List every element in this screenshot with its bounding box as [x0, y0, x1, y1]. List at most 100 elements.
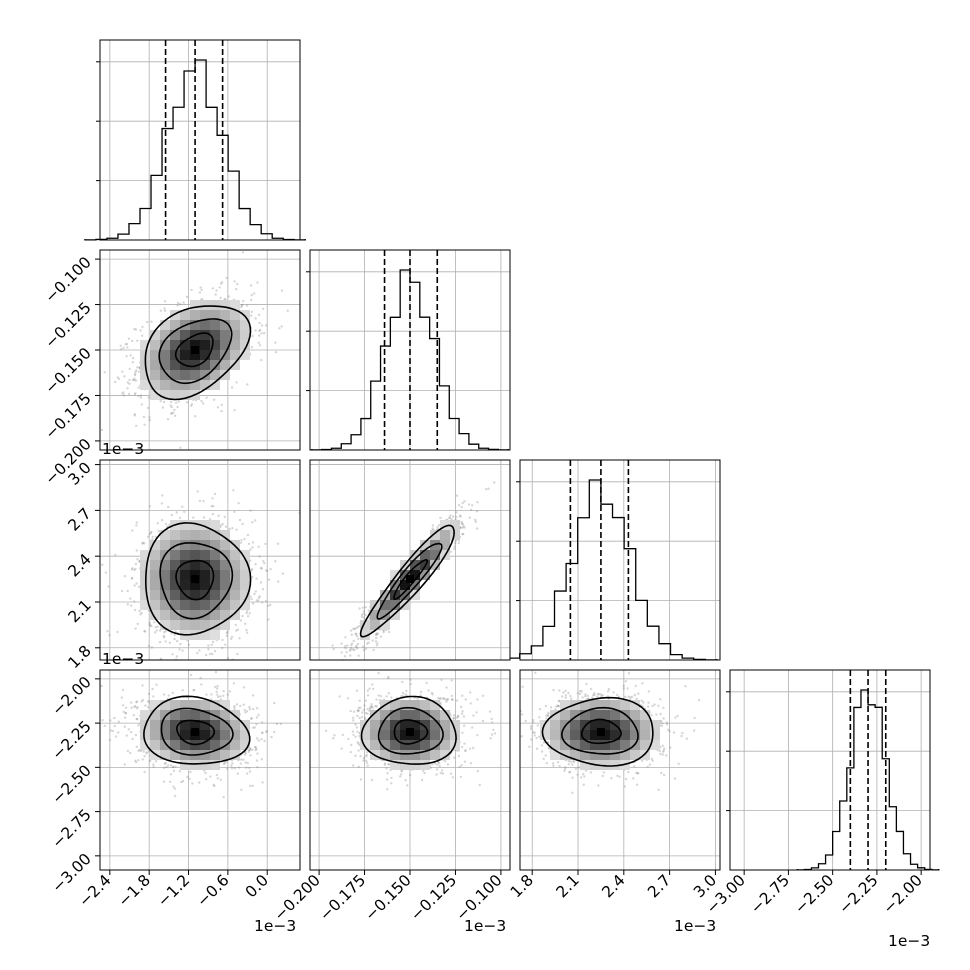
- scatter-point: [452, 717, 455, 720]
- scatter-point: [366, 708, 369, 711]
- scatter-point: [139, 329, 142, 332]
- density-cell: [240, 560, 250, 570]
- scatter-point: [226, 630, 229, 633]
- scatter-point: [535, 736, 538, 740]
- density-cell: [200, 600, 210, 610]
- scatter-point: [332, 737, 335, 740]
- scatter-point: [464, 749, 467, 752]
- density-cell: [200, 630, 210, 640]
- scatter-point: [221, 638, 224, 642]
- density-cell: [630, 750, 640, 760]
- scatter-point: [201, 298, 204, 301]
- scatter-point: [661, 722, 664, 725]
- scatter-point: [357, 709, 360, 712]
- density-cell: [200, 700, 210, 710]
- scatter-point: [139, 394, 143, 397]
- scatter-point: [130, 568, 133, 571]
- scatter-point: [267, 618, 270, 621]
- scatter-point: [386, 788, 389, 791]
- scatter-point: [584, 695, 587, 698]
- density-cell: [240, 730, 250, 740]
- density-cell: [150, 750, 160, 760]
- scatter-point: [446, 763, 450, 766]
- scatter-point: [190, 403, 194, 406]
- density-cell: [240, 580, 250, 590]
- scatter-point: [207, 644, 210, 647]
- scatter-point: [216, 777, 219, 780]
- scatter-point: [171, 766, 175, 769]
- scatter-point: [375, 636, 378, 640]
- scatter-point: [464, 698, 467, 701]
- scatter-point: [259, 566, 263, 570]
- scatter-point: [223, 761, 226, 764]
- scatter-point: [200, 399, 203, 403]
- density-cell: [170, 550, 180, 560]
- scatter-point: [390, 782, 393, 785]
- scatter-point: [134, 562, 138, 566]
- scatter-point: [516, 730, 518, 732]
- scatter-point: [232, 682, 236, 685]
- scatter-point: [659, 752, 662, 756]
- scatter-point: [564, 689, 567, 692]
- density-cell: [210, 310, 220, 320]
- scatter-point: [240, 304, 244, 307]
- scatter-point: [281, 572, 284, 575]
- scatter-point: [258, 321, 261, 325]
- density-cell: [190, 560, 200, 570]
- density-cell: [190, 630, 200, 640]
- scatter-point: [133, 373, 137, 377]
- scatter-point: [368, 687, 371, 690]
- density-cell: [370, 740, 380, 750]
- scatter-point: [159, 399, 162, 403]
- scatter-point: [155, 629, 158, 632]
- contours: [143, 695, 251, 765]
- scatter-point: [172, 411, 175, 414]
- scatter-point: [240, 539, 243, 542]
- scatter-point: [462, 525, 465, 528]
- density-cell: [610, 710, 620, 720]
- scatter-point: [171, 653, 174, 656]
- scatter-point: [469, 691, 472, 694]
- scatter-point: [257, 739, 260, 742]
- density-cell: [240, 590, 250, 600]
- scatter-point: [554, 705, 558, 708]
- scatter-point: [252, 707, 255, 711]
- scatter-point: [154, 760, 158, 763]
- scatter-point: [141, 758, 144, 761]
- density-cell: [220, 320, 230, 330]
- scatter-point: [372, 648, 375, 652]
- density-cell: [550, 750, 560, 760]
- scatter-point: [200, 683, 203, 686]
- scatter-point: [363, 704, 366, 707]
- scatter-point: [365, 761, 369, 764]
- scatter-point: [234, 623, 237, 627]
- scatter-point: [198, 291, 202, 294]
- scatter-point: [385, 695, 388, 698]
- density-cell: [380, 590, 390, 600]
- x-tick-label: −2.25: [835, 871, 881, 917]
- scatter-point: [141, 684, 144, 687]
- scatter-point: [455, 494, 459, 497]
- contour-2: [143, 695, 251, 765]
- scatter-point: [435, 773, 438, 776]
- scatter-point: [357, 706, 360, 709]
- scatter-point: [584, 769, 588, 772]
- scatter-point: [172, 785, 175, 788]
- scatter-point: [169, 764, 173, 767]
- scatter-point: [374, 705, 377, 708]
- scatter-point: [437, 524, 441, 527]
- scatter-point: [215, 687, 219, 690]
- density-cell: [190, 610, 200, 620]
- scatter-point: [357, 765, 361, 768]
- density-cell: [640, 730, 650, 740]
- scatter-point: [156, 522, 159, 525]
- scatter-point: [584, 693, 587, 696]
- scatter-point: [493, 481, 496, 484]
- scatter-point: [463, 724, 466, 727]
- scatter-point: [159, 657, 162, 660]
- contour-1: [377, 706, 444, 755]
- scatter-point: [222, 689, 225, 693]
- scatter-point: [252, 292, 256, 295]
- scatter-point: [354, 735, 357, 738]
